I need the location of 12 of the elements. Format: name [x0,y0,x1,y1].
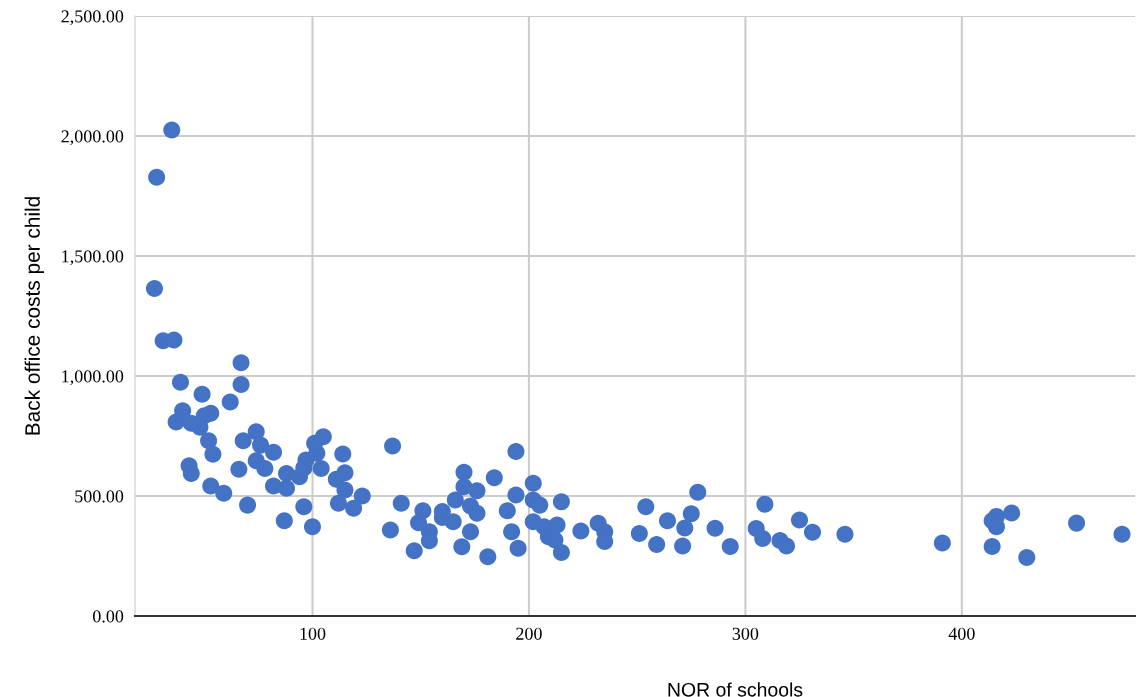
x-axis-title: NOR of schools [668,682,803,697]
y-tick-label: 1,500.00 [62,250,124,266]
y-tick-label: 0.00 [92,610,124,623]
x-tick-label: 300 [732,627,759,640]
y-tick-label: 500.00 [75,490,124,503]
y-tick-label: 2,500.00 [61,10,124,26]
x-tick-label: 100 [300,627,326,640]
y-tick-label: 2,000.00 [61,130,124,146]
x-tick-label: 200 [516,627,542,640]
y-axis-title: Back office costs per child [24,197,45,435]
x-tick-label: 400 [948,627,975,640]
y-tick-label: 1,000.00 [62,370,124,386]
